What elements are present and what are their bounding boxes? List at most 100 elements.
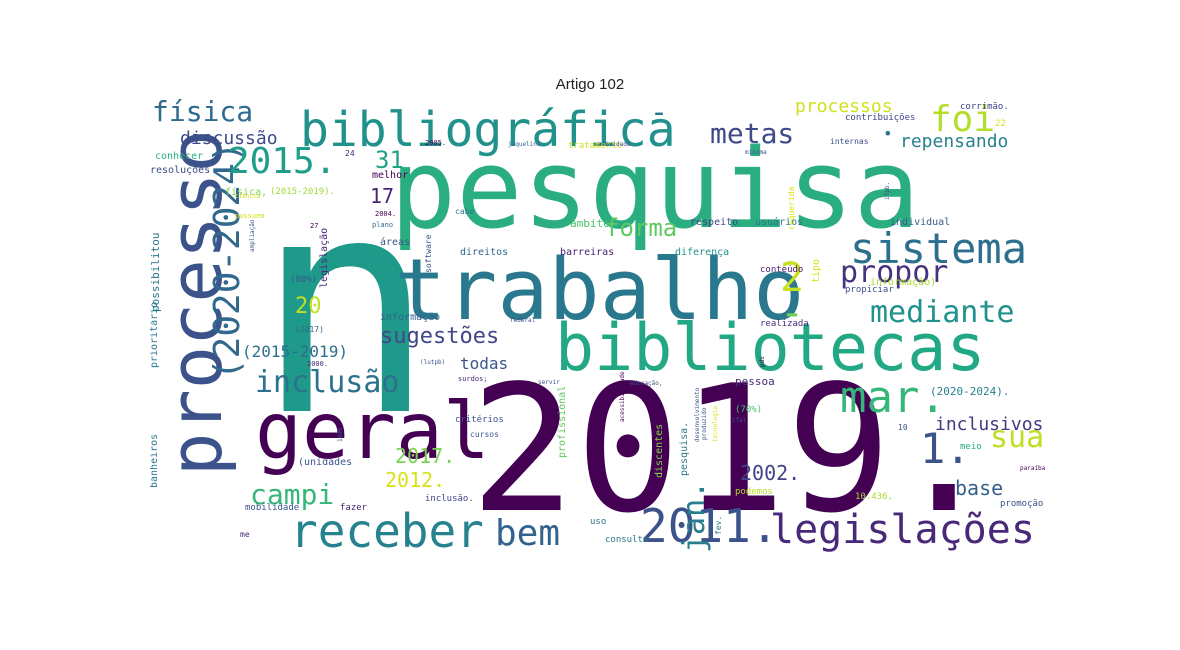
cloud-word: plano <box>372 221 394 229</box>
cloud-word: atividade <box>598 141 631 148</box>
cloud-word: tratamento <box>568 141 623 151</box>
cloud-word: mínima <box>745 149 767 156</box>
cloud-word: legislação <box>319 227 330 288</box>
cloud-word: discentes <box>654 423 665 478</box>
cloud-word: pesquisa <box>390 125 920 253</box>
cloud-word: 2000. <box>307 360 329 368</box>
cloud-word: inclusão. <box>425 494 474 504</box>
cloud-word: cabe <box>455 207 475 216</box>
cloud-word: promoção <box>1000 499 1044 509</box>
cloud-word: tipo <box>811 258 822 283</box>
cloud-word: - <box>650 98 669 130</box>
cloud-word: 22 <box>995 119 1006 129</box>
cloud-word: uso <box>590 517 607 527</box>
cloud-word: processos <box>795 98 893 117</box>
cloud-word: mediante <box>870 295 1015 330</box>
cloud-word: (lutpb) <box>420 359 446 366</box>
cloud-word: âmbito <box>570 217 610 230</box>
cloud-word: diferença <box>675 247 730 258</box>
cloud-word: campi <box>250 478 335 511</box>
cloud-word: surdos; <box>458 375 488 383</box>
cloud-word: respeito <box>690 217 739 228</box>
cloud-word: 17 <box>370 184 395 208</box>
cloud-word: 2011. <box>640 499 779 553</box>
cloud-word: • <box>883 124 893 143</box>
cloud-word: informação) <box>870 277 937 288</box>
cloud-word: (2015-2019) <box>242 342 348 361</box>
cloud-word: critérios <box>455 415 504 425</box>
cloud-word: foi <box>930 99 996 140</box>
cloud-word: conteúdo <box>760 265 804 275</box>
word-cloud: n pesquisa 2019. trabalho bibliotecas bibliog… <box>150 98 1050 553</box>
cloud-word: prioritário <box>150 301 160 368</box>
cloud-word: informação <box>380 312 441 323</box>
cloud-word: banheiros <box>150 433 160 488</box>
cloud-word: federal <box>510 317 536 324</box>
cloud-word: paraíba <box>1020 465 1046 472</box>
cloud-word: áreas <box>380 237 411 248</box>
cloud-word: produzido <box>701 407 708 440</box>
cloud-word: 10.436, <box>855 492 893 502</box>
cloud-word: individual <box>890 217 951 228</box>
cloud-word: todas <box>460 354 509 373</box>
cloud-word: ciência <box>235 193 261 200</box>
cloud-word: mobilidade <box>245 503 300 513</box>
cloud-word: metas <box>710 117 795 150</box>
cloud-word: pdi <box>759 356 766 367</box>
cloud-word: possuem <box>235 212 265 220</box>
cloud-word: 2019. <box>470 349 997 552</box>
cloud-word: (2020-2024). <box>930 385 1010 398</box>
cloud-word: acessibilidade <box>619 371 626 422</box>
cloud-word: base <box>955 476 1004 500</box>
cloud-word: possibilitou <box>150 232 162 312</box>
cloud-word: ampliação <box>249 219 256 252</box>
cloud-word: fazer <box>340 503 368 513</box>
cloud-word: mar. <box>840 372 946 423</box>
cloud-word: geral <box>255 387 490 477</box>
cloud-word: bibliográfica <box>300 102 676 158</box>
cloud-word: consulta <box>605 535 649 545</box>
cloud-word: 20 <box>295 294 322 319</box>
cloud-word: conhecer <box>155 151 204 162</box>
cloud-word: 2015. <box>228 141 337 182</box>
cloud-word: meio <box>960 442 982 452</box>
cloud-word: 2017. <box>395 444 456 468</box>
cloud-word: (80%) <box>290 275 318 285</box>
cloud-word: trabalho <box>395 241 805 340</box>
cloud-word: 10 <box>898 423 908 432</box>
cloud-word: 2004. <box>375 210 397 218</box>
cloud-word: (unidades <box>298 457 353 468</box>
cloud-word: pesquisa. <box>679 421 690 476</box>
cloud-word: tecnologia <box>712 405 719 442</box>
cloud-word: sua <box>990 420 1045 455</box>
cloud-word: melhor <box>372 170 409 181</box>
cloud-word: 2 <box>780 255 805 301</box>
cloud-word: barreiras <box>560 247 615 258</box>
cloud-word: internas <box>830 137 869 146</box>
cloud-word: requerida <box>787 186 796 230</box>
cloud-word: 31 <box>375 146 404 174</box>
cloud-word: 2002. <box>740 461 801 485</box>
cloud-word: discussão <box>180 128 278 149</box>
cloud-word: servir <box>538 379 560 386</box>
cloud-word: propiciar <box>845 285 894 295</box>
cloud-word: - <box>780 290 805 336</box>
cloud-word: bibliotecas <box>555 311 986 386</box>
cloud-word: física <box>152 98 254 128</box>
cloud-word: sugestões <box>380 324 500 349</box>
cloud-word: 1. <box>920 424 971 473</box>
cloud-word: bem <box>495 513 561 553</box>
cloud-word: inclusivos <box>935 414 1044 435</box>
cloud-word: ifal <box>732 417 747 424</box>
chart-title: Artigo 102 <box>555 76 625 93</box>
cloud-word: repensando <box>900 131 1009 152</box>
cloud-word: legislações <box>770 507 1035 553</box>
cloud-word: (2017) <box>295 325 324 334</box>
cloud-word: usuários <box>755 217 804 228</box>
cloud-word: me <box>240 530 250 539</box>
cloud-word: receber <box>290 504 484 553</box>
cloud-word: física, <box>225 187 268 198</box>
cloud-word: 2005. <box>425 139 447 147</box>
cloud-word: fev. <box>714 515 723 535</box>
cloud-word: profissional <box>557 385 568 458</box>
